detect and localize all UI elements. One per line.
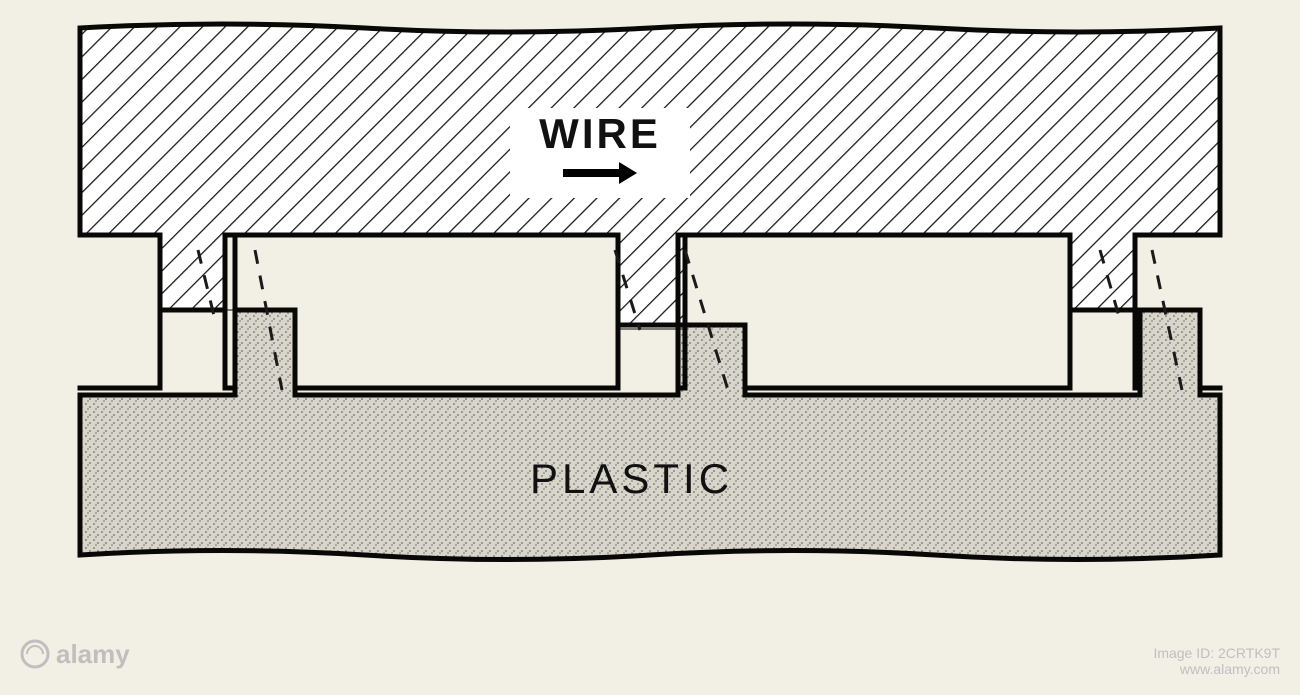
diagram-stage: WIRE PLASTIC	[60, 10, 1240, 570]
wire-label-text: WIRE	[510, 108, 690, 156]
wire-label-box: WIRE	[510, 108, 690, 198]
alamy-logo-text: alamy	[56, 639, 130, 669]
watermark-left: alamy	[20, 631, 170, 677]
alamy-logo-icon: alamy	[20, 631, 170, 677]
plastic-block	[80, 310, 1220, 560]
plastic-label-text: PLASTIC	[530, 455, 733, 503]
watermark-image-id: Image ID: 2CRTK9T	[1153, 645, 1280, 661]
watermark-right: Image ID: 2CRTK9T www.alamy.com	[1153, 645, 1280, 677]
watermark-site: www.alamy.com	[1153, 661, 1280, 677]
wire-direction-arrow-icon	[510, 156, 690, 190]
